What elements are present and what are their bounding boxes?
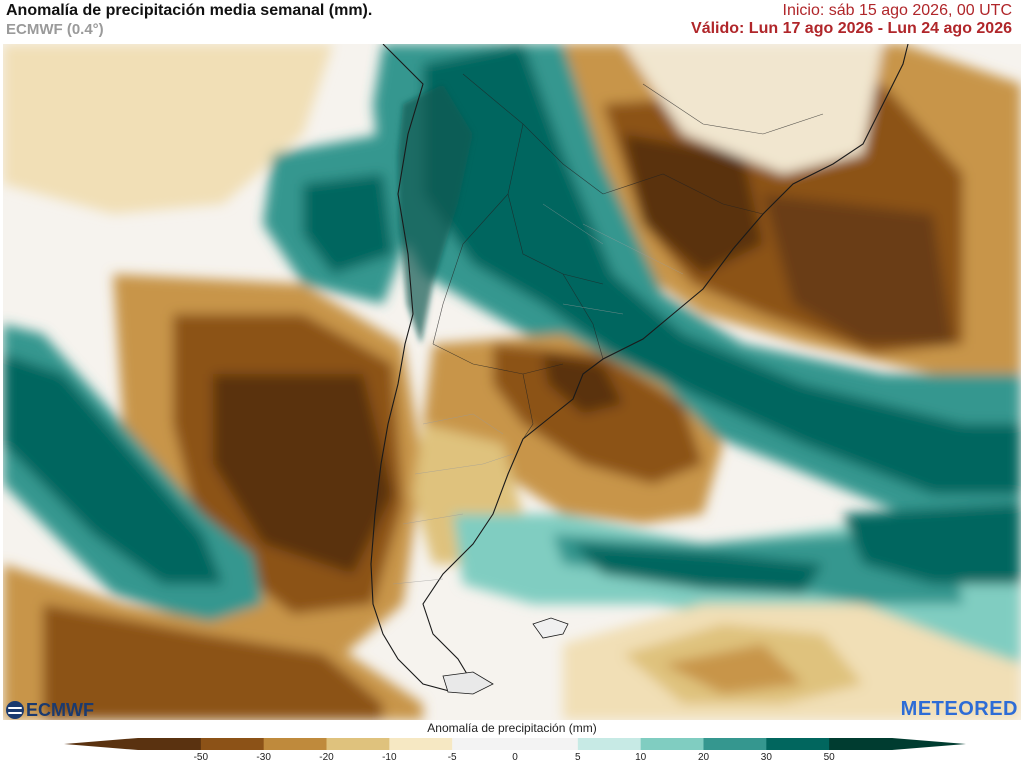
tierra-del-fuego — [442, 671, 494, 695]
colorbar-segment — [515, 738, 579, 750]
province-borders — [392, 203, 684, 585]
colorbar-segment — [577, 738, 642, 750]
colorbar-segment — [703, 738, 767, 750]
colorbar-segment — [200, 738, 265, 750]
legend-tick-label: 30 — [760, 752, 772, 763]
legend-tick-label: 20 — [697, 752, 710, 763]
legend-tick-label: 5 — [575, 752, 581, 763]
falkland-islands — [532, 617, 569, 639]
legend-tick-label: -20 — [319, 752, 334, 763]
legend-tick-label: -50 — [193, 752, 209, 763]
meteored-logo: METEORED — [900, 698, 1018, 720]
color-legend: Anomalía de precipitación (mm) -50 -30 -20… — [0, 720, 1024, 764]
init-time: Inicio: sáb 15 ago 2026, 00 UTC — [782, 2, 1012, 19]
map-canvas — [3, 44, 1021, 720]
model-subtitle: ECMWF (0.4°) — [6, 21, 104, 38]
legend-title: Anomalía de precipitación (mm) — [427, 721, 597, 735]
legend-tick-label: 50 — [823, 752, 835, 763]
colorbar-segment — [766, 738, 830, 750]
precipitation-anomaly-map — [3, 44, 1021, 720]
header: Anomalía de precipitación media semanal … — [0, 0, 1024, 44]
colorbar-left-arrow — [64, 738, 138, 750]
colorbar-segment — [389, 738, 453, 750]
legend-tick-label: 0 — [512, 752, 518, 763]
colorbar-segment — [138, 738, 202, 750]
legend-tick-label: -30 — [256, 752, 271, 763]
ecmwf-logo-text: ECMWF — [26, 699, 94, 720]
country-borders — [432, 73, 824, 440]
colorbar-segment — [829, 738, 893, 750]
legend-tick-label: -5 — [447, 752, 457, 763]
colorbar-segment — [263, 738, 327, 750]
ecmwf-logo: ECMWF — [6, 700, 94, 720]
ecmwf-logo-icon — [6, 701, 24, 719]
colorbar-segment — [452, 738, 516, 750]
legend-tick-label: 10 — [635, 752, 647, 763]
andes-detail — [398, 84, 473, 344]
legend-tick-label: -10 — [382, 752, 397, 763]
map-title: Anomalía de precipitación media semanal … — [6, 2, 373, 19]
south-america-outline — [370, 44, 909, 693]
anomaly-field — [3, 44, 1021, 720]
colorbar — [64, 738, 966, 750]
valid-period: Válido: Lun 17 ago 2026 - Lun 24 ago 202… — [691, 20, 1012, 37]
colorbar-right-arrow — [892, 738, 966, 750]
colorbar-segment — [640, 738, 704, 750]
colorbar-segment — [326, 738, 390, 750]
